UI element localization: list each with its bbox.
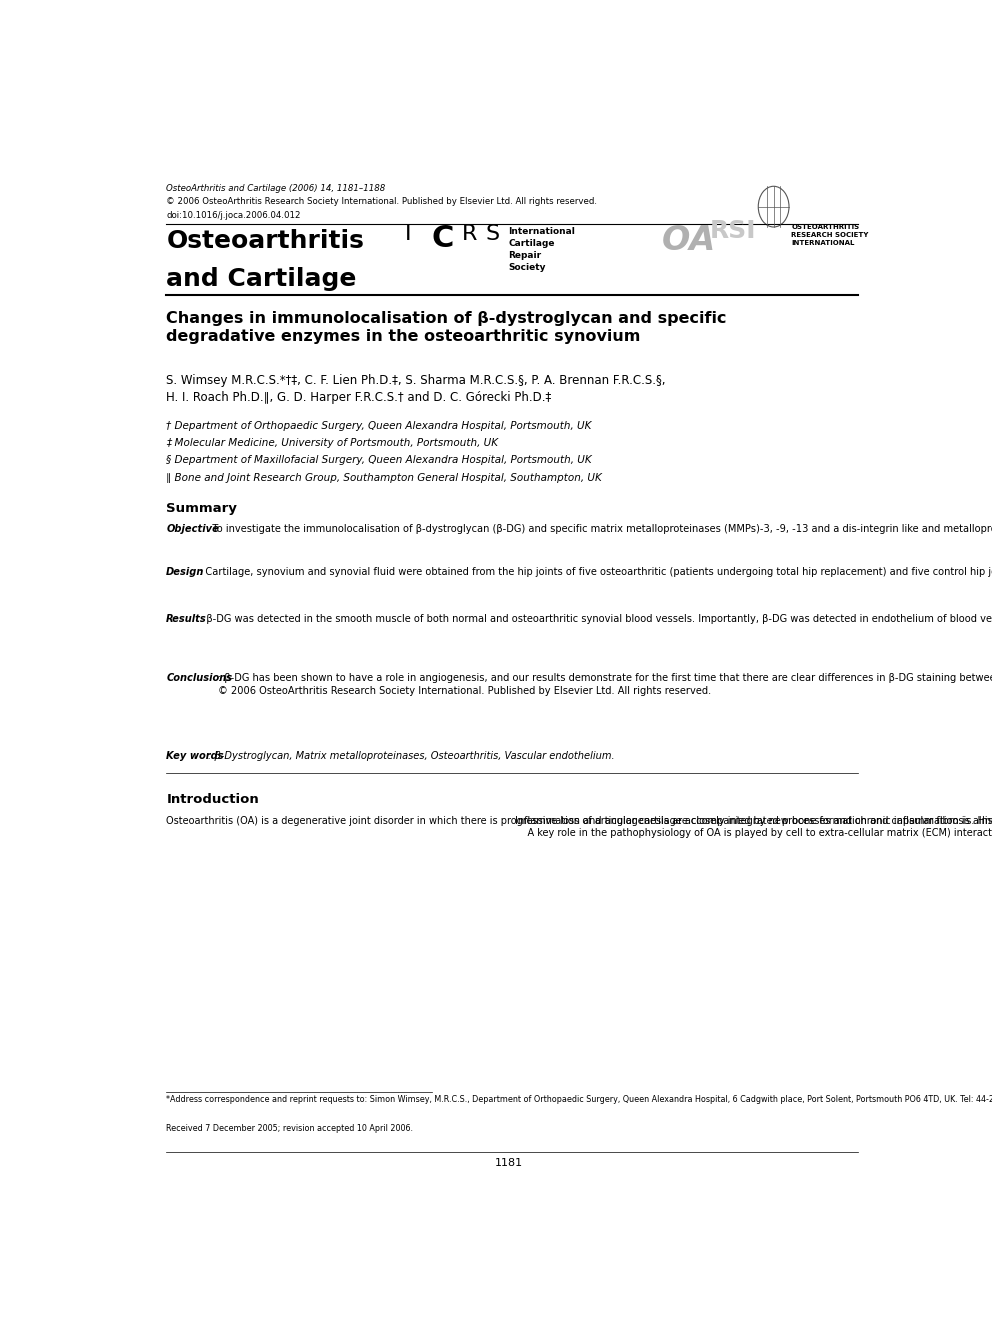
Text: OsteoArthritis and Cartilage (2006) 14, 1181–1188: OsteoArthritis and Cartilage (2006) 14, … xyxy=(167,184,386,193)
Text: § Department of Maxillofacial Surgery, Queen Alexandra Hospital, Portsmouth, UK: § Department of Maxillofacial Surgery, Q… xyxy=(167,455,592,466)
Text: Osteoarthritis (OA) is a degenerative joint disorder in which there is progressi: Osteoarthritis (OA) is a degenerative jo… xyxy=(167,816,992,826)
Text: Inflammation and angiogenesis are closely integrated processes and chronic infla: Inflammation and angiogenesis are closel… xyxy=(515,816,992,839)
Text: Key words: Key words xyxy=(167,750,224,761)
Text: S: S xyxy=(485,224,499,243)
Text: Results: Results xyxy=(167,614,207,624)
Text: : β-DG was detected in the smooth muscle of both normal and osteoarthritic synov: : β-DG was detected in the smooth muscle… xyxy=(200,614,992,624)
Text: Osteoarthritis: Osteoarthritis xyxy=(167,229,364,253)
Text: © 2006 OsteoArthritis Research Society International. Published by Elsevier Ltd.: © 2006 OsteoArthritis Research Society I… xyxy=(167,197,597,206)
Text: C: C xyxy=(432,224,454,253)
Text: Summary: Summary xyxy=(167,501,237,515)
Text: † Department of Orthopaedic Surgery, Queen Alexandra Hospital, Portsmouth, UK: † Department of Orthopaedic Surgery, Que… xyxy=(167,421,591,430)
Text: : To investigate the immunolocalisation of β-dystroglycan (β-DG) and specific ma: : To investigate the immunolocalisation … xyxy=(206,524,992,534)
Text: Objective: Objective xyxy=(167,524,219,534)
Text: OA: OA xyxy=(663,224,716,257)
Text: Received 7 December 2005; revision accepted 10 April 2006.: Received 7 December 2005; revision accep… xyxy=(167,1125,414,1134)
Text: Introduction: Introduction xyxy=(167,794,259,807)
Text: 1181: 1181 xyxy=(494,1158,523,1168)
Text: *Address correspondence and reprint requests to: Simon Wimsey, M.R.C.S., Departm: *Address correspondence and reprint requ… xyxy=(167,1095,992,1103)
Text: : Cartilage, synovium and synovial fluid were obtained from the hip joints of fi: : Cartilage, synovium and synovial fluid… xyxy=(198,568,992,577)
Text: ‡ Molecular Medicine, University of Portsmouth, Portsmouth, UK: ‡ Molecular Medicine, University of Port… xyxy=(167,438,498,448)
Text: OSTEOARTHRITIS
RESEARCH SOCIETY
INTERNATIONAL: OSTEOARTHRITIS RESEARCH SOCIETY INTERNAT… xyxy=(792,224,869,246)
Text: ∥ Bone and Joint Research Group, Southampton General Hospital, Southampton, UK: ∥ Bone and Joint Research Group, Southam… xyxy=(167,472,602,483)
Text: I: I xyxy=(405,224,411,243)
Text: and Cartilage: and Cartilage xyxy=(167,267,357,291)
Text: S. Wimsey M.R.C.S.*†‡, C. F. Lien Ph.D.‡, S. Sharma M.R.C.S.§, P. A. Brennan F.R: S. Wimsey M.R.C.S.*†‡, C. F. Lien Ph.D.‡… xyxy=(167,373,666,404)
Text: : β-DG has been shown to have a role in angiogenesis, and our results demonstrat: : β-DG has been shown to have a role in … xyxy=(218,673,992,696)
Text: RSI: RSI xyxy=(710,218,756,243)
Text: doi:10.1016/j.joca.2006.04.012: doi:10.1016/j.joca.2006.04.012 xyxy=(167,210,301,220)
Text: Conclusions: Conclusions xyxy=(167,673,232,683)
Text: R: R xyxy=(462,224,477,243)
Text: Design: Design xyxy=(167,568,204,577)
Text: Changes in immunolocalisation of β-dystroglycan and specific
degradative enzymes: Changes in immunolocalisation of β-dystr… xyxy=(167,311,727,344)
Text: : β-Dystroglycan, Matrix metalloproteinases, Osteoarthritis, Vascular endotheliu: : β-Dystroglycan, Matrix metalloproteina… xyxy=(207,750,614,761)
Text: International
Cartilage
Repair
Society: International Cartilage Repair Society xyxy=(509,228,575,273)
